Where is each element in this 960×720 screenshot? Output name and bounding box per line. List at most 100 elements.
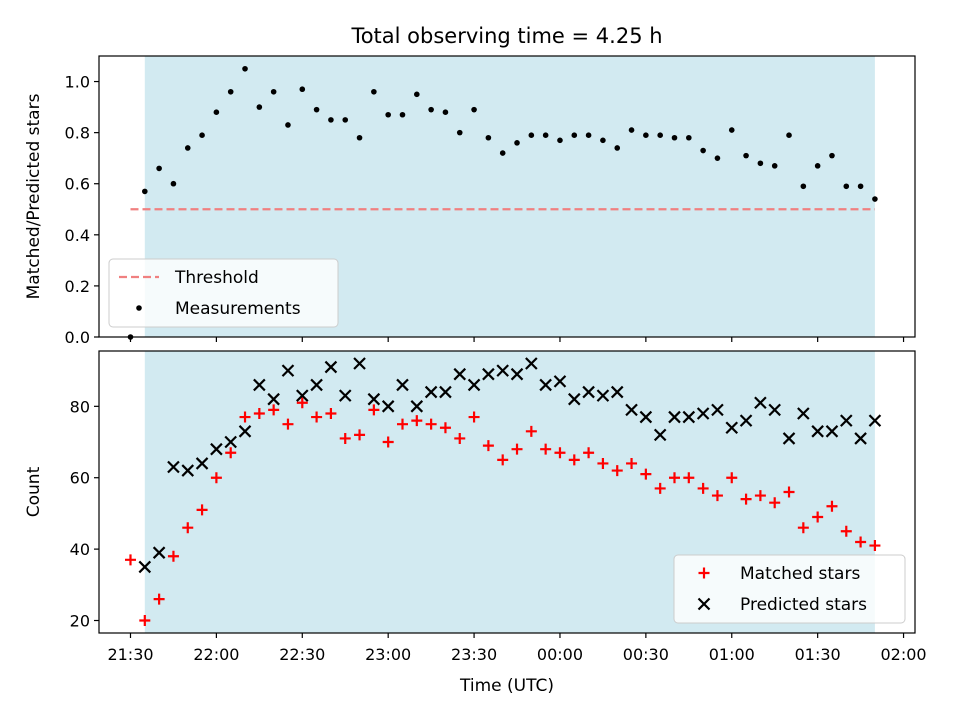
predicted-point <box>238 425 252 438</box>
predicted-point <box>296 389 309 402</box>
matched-point <box>282 418 294 430</box>
predicted-point <box>467 378 481 392</box>
matched-point <box>855 536 867 548</box>
measurement-point <box>356 134 363 141</box>
y-tick-label: 0.2 <box>65 277 90 296</box>
measurement-point <box>256 104 263 110</box>
matched-point <box>711 490 723 502</box>
matched-point <box>196 504 208 516</box>
matched-point <box>583 447 595 459</box>
measurement-point <box>643 132 649 138</box>
legend-label: Matched stars <box>740 564 860 584</box>
measurement-point <box>242 65 248 72</box>
matched-point <box>511 443 523 455</box>
legend-box <box>108 258 339 328</box>
legend-marker-matched <box>698 567 710 579</box>
legend: Threshold Measurements <box>108 258 339 328</box>
predicted-point <box>653 428 667 442</box>
y-axis-label: Matched/Predicted stars <box>24 93 44 299</box>
matched-point <box>253 407 265 419</box>
matched-point <box>339 432 351 444</box>
measurement-point <box>628 127 635 133</box>
predicted-point <box>152 546 166 559</box>
matched-point <box>311 411 323 423</box>
matched-point <box>411 415 423 427</box>
x-tick-label: 01:30 <box>795 645 841 664</box>
predicted-point <box>525 357 538 370</box>
predicted-point <box>439 385 452 399</box>
matched-point <box>740 493 752 505</box>
matched-point <box>368 404 380 416</box>
predicted-point <box>310 378 323 392</box>
legend-marker-predicted <box>697 597 711 611</box>
series-predicted-stars <box>138 357 882 574</box>
measurement-point <box>771 163 778 169</box>
matched-point <box>497 454 509 466</box>
y-tick-label: 0.4 <box>65 226 90 245</box>
matched-point <box>640 468 652 480</box>
predicted-point <box>410 400 424 413</box>
matched-point <box>225 447 237 459</box>
measurement-point <box>657 132 663 138</box>
measurement-point <box>499 150 506 156</box>
matched-point <box>869 540 881 552</box>
measurement-point <box>199 132 205 138</box>
measurement-point <box>557 137 563 144</box>
measurement-point <box>814 163 821 169</box>
measurement-point <box>170 180 177 187</box>
predicted-point <box>825 425 839 438</box>
y-tick-label: 1.0 <box>65 73 90 92</box>
measurement-point <box>156 165 162 172</box>
measurement-point <box>328 117 334 123</box>
matched-point <box>239 411 251 423</box>
axes-frame <box>98 55 916 338</box>
matched-point <box>797 522 809 534</box>
series-measurements <box>127 65 878 340</box>
matched-point <box>812 511 824 523</box>
measurement-point <box>714 155 721 161</box>
y-tick-label: 0.8 <box>65 124 90 143</box>
ratio-panel: 0.0 0.2 0.4 0.6 0.8 1.0 Matched/Predicted star… <box>24 55 916 347</box>
x-tick-label: 23:00 <box>365 645 411 664</box>
predicted-point <box>381 400 395 413</box>
predicted-point <box>539 378 552 392</box>
measurement-point <box>542 132 549 138</box>
predicted-point <box>768 403 781 417</box>
legend-label: Threshold <box>174 268 259 288</box>
predicted-point <box>868 414 882 427</box>
measurement-point <box>442 109 449 115</box>
predicted-point <box>553 375 567 388</box>
predicted-point <box>181 464 195 477</box>
y-tick-label: 0.0 <box>65 328 90 347</box>
predicted-point <box>682 410 696 424</box>
y-axis-label: Count <box>24 466 44 517</box>
measurement-point <box>299 86 306 93</box>
legend-box <box>673 554 906 624</box>
matched-point <box>354 429 366 441</box>
matched-point <box>525 425 537 437</box>
predicted-point <box>811 425 824 438</box>
measurement-point <box>142 188 148 195</box>
predicted-point <box>596 389 610 402</box>
measurement-point <box>614 145 621 151</box>
measurement-point <box>585 132 592 138</box>
matched-point <box>754 490 766 502</box>
predicted-point <box>353 357 366 370</box>
predicted-point <box>281 364 295 377</box>
legend-label: Predicted stars <box>740 595 867 615</box>
matched-point <box>568 454 580 466</box>
measurement-point <box>485 134 492 141</box>
measurement-point <box>857 183 864 190</box>
measurement-point <box>285 122 291 128</box>
measurement-point <box>872 196 878 202</box>
predicted-point <box>253 378 266 392</box>
matched-point <box>439 422 451 434</box>
measurement-point <box>313 106 320 113</box>
y-tick-label: 80 <box>70 397 90 416</box>
y-tick-label: 20 <box>70 612 90 631</box>
matched-point <box>268 404 280 416</box>
measurement-point <box>843 183 850 190</box>
measurement-point <box>471 106 477 113</box>
matched-point <box>654 482 666 494</box>
predicted-point <box>510 367 524 381</box>
